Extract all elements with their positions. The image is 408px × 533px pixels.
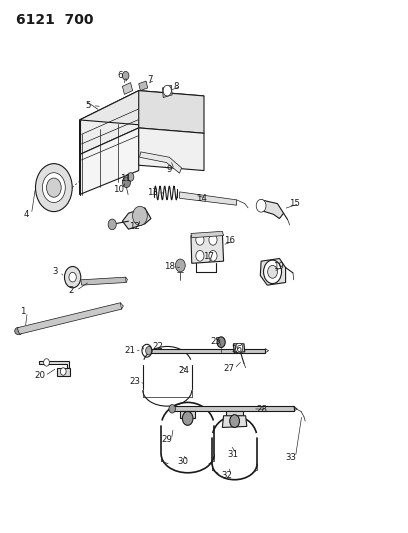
Circle shape (268, 265, 277, 278)
Polygon shape (122, 208, 151, 229)
Polygon shape (139, 91, 204, 133)
Circle shape (69, 272, 76, 282)
Circle shape (182, 411, 193, 425)
Text: 8: 8 (173, 82, 179, 91)
Text: 1: 1 (20, 308, 25, 316)
Circle shape (44, 359, 49, 366)
Polygon shape (80, 91, 139, 155)
Circle shape (60, 368, 66, 375)
Ellipse shape (15, 327, 23, 335)
Text: 9: 9 (166, 165, 172, 174)
Circle shape (235, 343, 243, 353)
Circle shape (217, 337, 225, 348)
Text: 31: 31 (227, 450, 238, 459)
Text: 16: 16 (224, 237, 235, 245)
Text: 3: 3 (52, 268, 58, 276)
Polygon shape (191, 233, 224, 263)
Text: 5: 5 (85, 101, 91, 110)
Circle shape (47, 178, 61, 197)
Circle shape (108, 219, 116, 230)
Text: 33: 33 (285, 453, 296, 462)
Polygon shape (162, 85, 172, 98)
Text: 17: 17 (203, 253, 213, 261)
Text: 6: 6 (118, 71, 123, 80)
Text: 24: 24 (178, 366, 189, 375)
Circle shape (163, 85, 171, 96)
Text: 13: 13 (148, 189, 158, 197)
Circle shape (127, 173, 134, 181)
Circle shape (264, 260, 282, 284)
Polygon shape (180, 192, 237, 205)
Polygon shape (173, 406, 294, 411)
Text: 19: 19 (273, 262, 284, 271)
Polygon shape (150, 349, 265, 353)
Text: 29: 29 (161, 435, 172, 444)
Circle shape (122, 177, 131, 188)
Circle shape (175, 259, 185, 272)
Polygon shape (139, 128, 204, 171)
Text: 27: 27 (224, 365, 235, 373)
Polygon shape (81, 277, 126, 285)
Text: 4: 4 (24, 210, 29, 219)
Circle shape (209, 251, 217, 261)
Text: 12: 12 (129, 222, 140, 231)
Circle shape (35, 164, 72, 212)
Circle shape (64, 266, 81, 288)
Polygon shape (226, 411, 243, 418)
Polygon shape (140, 152, 182, 173)
Polygon shape (260, 259, 286, 285)
Text: 20: 20 (35, 372, 45, 380)
Text: 6121  700: 6121 700 (16, 13, 94, 27)
Text: 18: 18 (164, 262, 175, 271)
Polygon shape (222, 416, 247, 427)
Polygon shape (57, 368, 70, 376)
Text: 26: 26 (231, 345, 242, 354)
Circle shape (256, 199, 266, 212)
Polygon shape (191, 231, 224, 238)
Polygon shape (233, 344, 245, 353)
Circle shape (133, 206, 147, 225)
Text: 28: 28 (257, 405, 267, 414)
Polygon shape (39, 361, 69, 368)
Circle shape (196, 235, 204, 245)
Text: 21: 21 (124, 346, 135, 355)
Circle shape (209, 235, 217, 245)
Circle shape (169, 405, 175, 413)
Text: 30: 30 (177, 457, 188, 465)
Polygon shape (80, 91, 204, 125)
Circle shape (122, 71, 129, 80)
Polygon shape (17, 303, 122, 334)
Polygon shape (180, 411, 195, 418)
Text: 22: 22 (153, 342, 164, 351)
Text: 25: 25 (211, 337, 222, 345)
Text: 10: 10 (113, 185, 124, 193)
Text: 32: 32 (221, 471, 232, 480)
Circle shape (146, 346, 152, 355)
Polygon shape (139, 81, 148, 91)
Circle shape (230, 415, 239, 427)
Text: 2: 2 (69, 286, 74, 295)
Text: 7: 7 (147, 76, 153, 84)
Circle shape (42, 173, 65, 203)
Polygon shape (261, 200, 284, 219)
Polygon shape (80, 128, 139, 195)
Text: 14: 14 (197, 194, 207, 203)
Text: 15: 15 (289, 199, 300, 208)
Text: 23: 23 (129, 377, 140, 385)
Circle shape (196, 251, 204, 261)
Polygon shape (122, 83, 133, 94)
Text: 11: 11 (120, 174, 131, 183)
